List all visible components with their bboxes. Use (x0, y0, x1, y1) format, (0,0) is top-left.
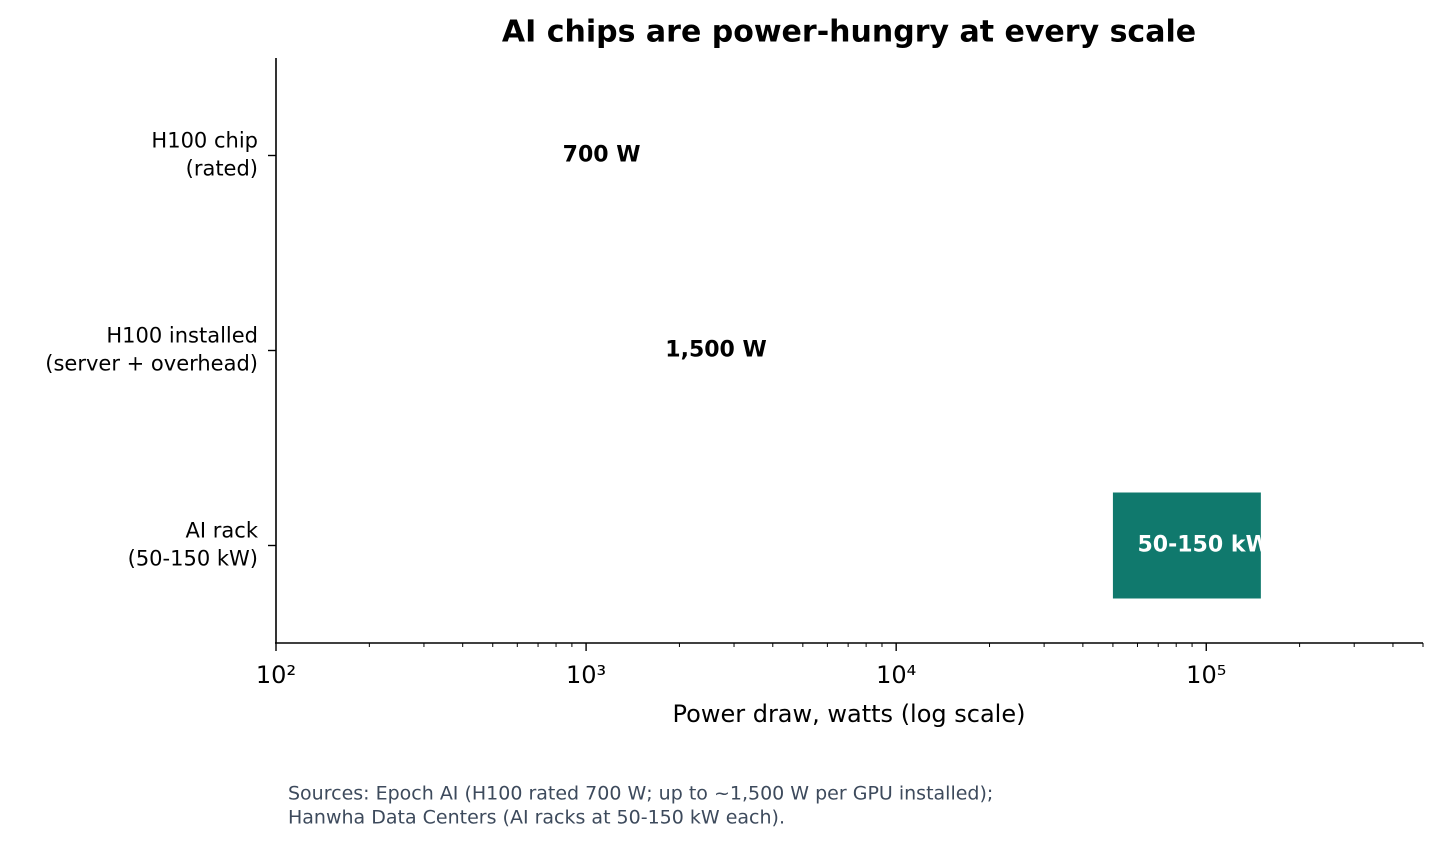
x-axis-label: Power draw, watts (log scale) (673, 700, 1026, 728)
x-tick-label: 10⁵ (1186, 661, 1226, 689)
y-tick-label: H100 chip (rated) (151, 129, 258, 181)
source-note: Sources: Epoch AI (H100 rated 700 W; up … (288, 783, 993, 805)
y-tick-line: H100 installed (106, 324, 258, 348)
y-tick-line: (rated) (186, 157, 258, 181)
value-label: 700 W (563, 143, 641, 168)
y-tick-line: (50-150 kW) (128, 547, 258, 571)
bar (1112, 492, 1261, 599)
value-label: 1,500 W (665, 338, 767, 363)
x-tick-label: 10⁴ (876, 661, 916, 689)
source-note: Hanwha Data Centers (AI racks at 50-150 … (288, 807, 785, 829)
y-tick-label: AI rack (50-150 kW) (128, 519, 259, 571)
y-tick-line: (server + overhead) (45, 352, 258, 376)
chart-title: AI chips are power-hungry at every scale (502, 15, 1196, 50)
y-tick-label: H100 installed (server + overhead) (45, 324, 258, 376)
value-label: 50-150 kW (1138, 533, 1270, 558)
x-tick-label: 10² (256, 661, 296, 689)
x-tick-label: 10³ (566, 661, 606, 689)
y-tick-line: AI rack (186, 519, 259, 543)
y-tick-line: H100 chip (151, 129, 258, 153)
